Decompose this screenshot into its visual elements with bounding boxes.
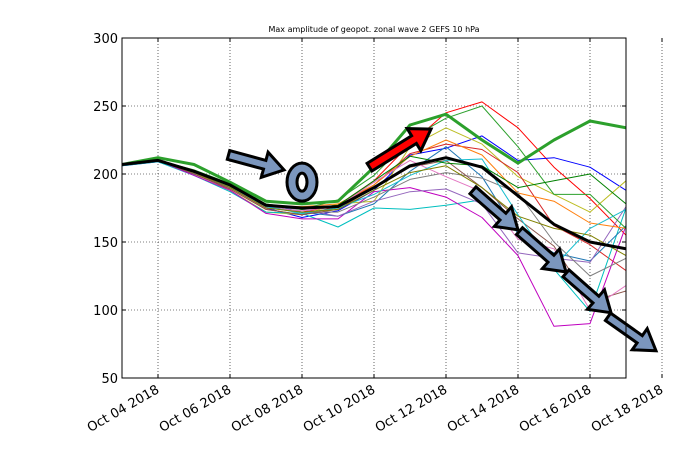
y-tick-label: 100 [93,304,118,319]
x-tick-label: Oct 12 2018 [373,382,450,435]
annotation-ring-hole [295,171,309,193]
x-tick-label: Oct 10 2018 [301,382,378,435]
annotation-layer [225,127,659,353]
x-tick-label: Oct 14 2018 [445,382,522,435]
y-tick-label: 300 [93,32,118,47]
series-line-9 [122,146,626,262]
y-tick-label: 250 [93,100,118,115]
annotation-arrow-4 [467,184,521,232]
annotation-arrow-7 [603,311,659,353]
x-tick-label: Oct 16 2018 [517,382,594,435]
chart-title: Max amplitude of geopot. zonal wave 2 GE… [269,25,480,34]
annotation-arrow-3 [365,127,434,174]
series-line-4 [122,135,626,218]
series-line-2 [122,156,626,251]
x-tick-label: Oct 04 2018 [85,382,162,435]
y-tick-label: 150 [93,236,118,251]
x-tick-label: Oct 06 2018 [157,382,234,435]
annotation-arrow-5 [514,225,569,274]
x-tick-label: Oct 08 2018 [229,382,306,435]
y-tick-label: 200 [93,168,118,183]
series-line-8 [122,159,626,327]
annotation-arrow-6 [560,267,614,315]
y-tick-label: 50 [101,372,118,387]
annotation-arrow-1 [225,148,287,180]
series-line-7 [122,161,626,312]
x-tick-label: Oct 18 2018 [589,382,666,435]
series-line-1 [122,112,626,206]
series-line-17 [122,159,626,257]
